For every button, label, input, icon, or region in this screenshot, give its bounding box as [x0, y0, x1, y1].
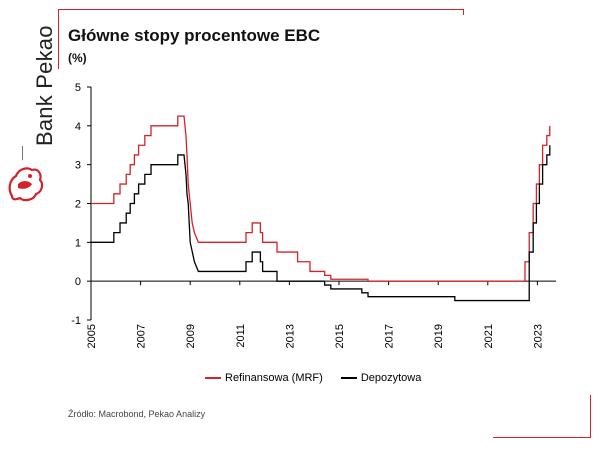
legend-label-deposit: Depozytowa [360, 372, 422, 384]
y-tick-label: 0 [75, 276, 81, 288]
y-tick-label: 1 [75, 237, 81, 249]
brand-sidebar: Bank Pekao [0, 0, 57, 220]
pekao-bison-icon [8, 167, 44, 202]
x-tick-label: 2013 [284, 324, 296, 348]
x-tick-label: 2015 [334, 324, 346, 348]
x-tick-label: 2007 [136, 324, 148, 348]
x-tick-label: 2009 [185, 324, 197, 348]
chart-subtitle: (%) [68, 51, 87, 65]
x-tick-label: 2017 [384, 324, 396, 348]
series-line-mrf [91, 115, 551, 282]
legend-item-deposit: Depozytowa [340, 372, 422, 384]
y-tick-label: 4 [75, 121, 81, 133]
legend-swatch-mrf [205, 377, 221, 379]
y-tick-label: -1 [71, 315, 81, 327]
series-line-deposit [91, 145, 551, 302]
frame-left-line [58, 9, 59, 69]
frame-top-tick [463, 9, 464, 15]
chart-legend: Refinansowa (MRF) Depozytowa [205, 372, 421, 384]
legend-item-mrf: Refinansowa (MRF) [205, 372, 323, 384]
x-tick-label: 2005 [86, 324, 98, 348]
y-tick-label: 2 [75, 199, 81, 211]
chart-title: Główne stopy procentowe EBC [68, 26, 321, 45]
y-tick-label: 5 [75, 82, 81, 94]
legend-swatch-deposit [340, 377, 357, 379]
y-tick-label: 3 [75, 160, 81, 172]
source-note: Źródło: Macrobond, Pekao Analizy [68, 409, 206, 419]
frame-bottom-right-h [493, 437, 590, 438]
frame-top-line [58, 9, 463, 10]
x-tick-label: 2023 [532, 324, 544, 348]
legend-label-mrf: Refinansowa (MRF) [225, 372, 323, 384]
x-tick-label: 2021 [483, 324, 495, 348]
brand-divider [22, 146, 23, 160]
frame-bottom-right-v [590, 395, 591, 438]
x-tick-label: 2019 [433, 324, 445, 348]
x-tick-label: 2011 [235, 324, 247, 348]
